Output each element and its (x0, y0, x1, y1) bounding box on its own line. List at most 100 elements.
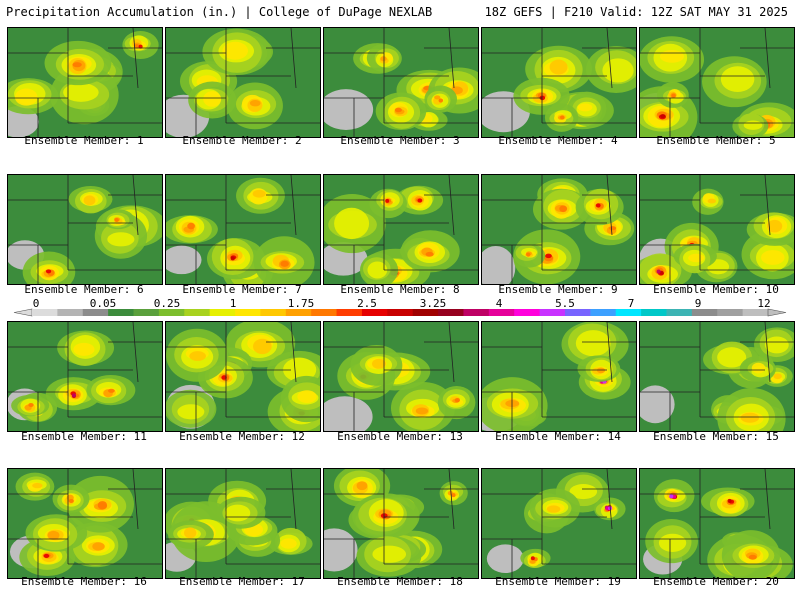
precip-field-map (8, 28, 162, 137)
colorbar-swatch (463, 309, 490, 316)
precip-field-map (482, 28, 636, 137)
precip-field-map (640, 175, 794, 284)
run-valid-time: 18Z GEFS | F210 Valid: 12Z SAT MAY 31 20… (484, 5, 788, 19)
precip-field-map (324, 28, 478, 137)
ensemble-member-label: Ensemble Member: 9 (498, 283, 618, 296)
colorbar-tick-label: 9 (694, 297, 702, 310)
ensemble-member-panel (7, 321, 163, 432)
colorbar-tick-label: 1.75 (287, 297, 315, 310)
colorbar-swatch (438, 309, 464, 316)
precip-field-map (166, 469, 320, 578)
ensemble-member-panel (165, 27, 321, 138)
ensemble-member-panel (7, 174, 163, 285)
precip-field-map (640, 469, 794, 578)
ensemble-member-panel (481, 174, 637, 285)
colorbar-swatch (260, 309, 287, 316)
ensemble-member-panel (481, 321, 637, 432)
colorbar-swatch (666, 309, 693, 316)
colorbar-swatch (641, 309, 667, 316)
colorbar-tick-label: 7 (627, 297, 635, 310)
colorbar-tick-label: 5.5 (555, 297, 575, 310)
ensemble-member-panel (481, 27, 637, 138)
ensemble-member-label: Ensemble Member: 13 (337, 430, 463, 443)
precip-field-map (166, 175, 320, 284)
colorbar-swatch (235, 309, 261, 316)
ensemble-member-label: Ensemble Member: 1 (24, 134, 144, 147)
ensemble-member-panel (7, 27, 163, 138)
colorbar-tick-label: 0 (32, 297, 40, 310)
product-title: Precipitation Accumulation (in.) | Colle… (6, 5, 433, 19)
colorbar-swatch (564, 309, 591, 316)
ensemble-member-label: Ensemble Member: 12 (179, 430, 305, 443)
colorbar-swatch (361, 309, 388, 316)
ensemble-member-panel (323, 174, 479, 285)
colorbar-tick-label: 1 (229, 297, 237, 310)
colorbar-swatch (742, 309, 769, 316)
ensemble-member-label: Ensemble Member: 15 (653, 430, 779, 443)
colorbar-tick-label: 2.5 (357, 297, 377, 310)
ensemble-member-label: Ensemble Member: 6 (24, 283, 144, 296)
ensemble-member-panel (639, 174, 795, 285)
precip-field-map (8, 322, 162, 431)
colorbar-tick-label: 12 (757, 297, 771, 310)
precip-field-map (324, 322, 478, 431)
precip-field-map (8, 469, 162, 578)
ensemble-member-label: Ensemble Member: 7 (182, 283, 302, 296)
colorbar-tick-label: 0.25 (153, 297, 181, 310)
ensemble-member-label: Ensemble Member: 20 (653, 575, 779, 588)
colorbar-tick-label: 3.25 (419, 297, 447, 310)
colorbar-swatch (108, 309, 135, 316)
ensemble-member-label: Ensemble Member: 8 (340, 283, 460, 296)
colorbar-min-arrow (13, 308, 33, 317)
ensemble-member-label: Ensemble Member: 18 (337, 575, 463, 588)
precip-field-map (482, 175, 636, 284)
ensemble-member-label: Ensemble Member: 5 (656, 134, 776, 147)
colorbar-max-arrow (767, 308, 787, 317)
colorbar-swatch (514, 309, 541, 316)
ensemble-member-label: Ensemble Member: 16 (21, 575, 147, 588)
colorbar-swatch (488, 309, 515, 316)
ensemble-member-panel (481, 468, 637, 579)
ensemble-member-panel (165, 321, 321, 432)
precip-field-map (324, 469, 478, 578)
colorbar-swatch (32, 309, 58, 316)
colorbar-tick-label: 4 (495, 297, 503, 310)
precip-field-map (324, 175, 478, 284)
precip-field-map (8, 175, 162, 284)
colorbar-swatch (82, 309, 109, 316)
ensemble-member-panel (323, 468, 479, 579)
colorbar-swatch (412, 309, 439, 316)
precip-field-map (166, 28, 320, 137)
precipitation-colorbar (13, 308, 787, 317)
ensemble-member-label: Ensemble Member: 14 (495, 430, 621, 443)
ensemble-member-panel (639, 27, 795, 138)
colorbar-swatch (615, 309, 642, 316)
colorbar-swatch (57, 309, 84, 316)
colorbar-swatch (285, 309, 312, 316)
precip-field-map (166, 322, 320, 431)
ensemble-member-label: Ensemble Member: 4 (498, 134, 618, 147)
ensemble-member-label: Ensemble Member: 2 (182, 134, 302, 147)
colorbar-swatch (387, 309, 414, 316)
precip-field-map (482, 322, 636, 431)
precip-field-map (640, 28, 794, 137)
ensemble-member-panel (323, 27, 479, 138)
colorbar-swatch (209, 309, 236, 316)
ensemble-member-label: Ensemble Member: 11 (21, 430, 147, 443)
colorbar-swatch (539, 309, 566, 316)
colorbar-swatch (311, 309, 338, 316)
ensemble-member-panel (165, 174, 321, 285)
ensemble-member-panel (323, 321, 479, 432)
colorbar-swatch (133, 309, 160, 316)
precip-field-map (482, 469, 636, 578)
colorbar-swatch (158, 309, 185, 316)
colorbar-swatch (336, 309, 363, 316)
ensemble-member-panel (639, 321, 795, 432)
colorbar-swatch (184, 309, 211, 316)
precip-field-map (640, 322, 794, 431)
ensemble-member-panel (639, 468, 795, 579)
ensemble-member-panel (165, 468, 321, 579)
ensemble-member-label: Ensemble Member: 10 (653, 283, 779, 296)
colorbar-swatch (717, 309, 744, 316)
ensemble-member-label: Ensemble Member: 17 (179, 575, 305, 588)
